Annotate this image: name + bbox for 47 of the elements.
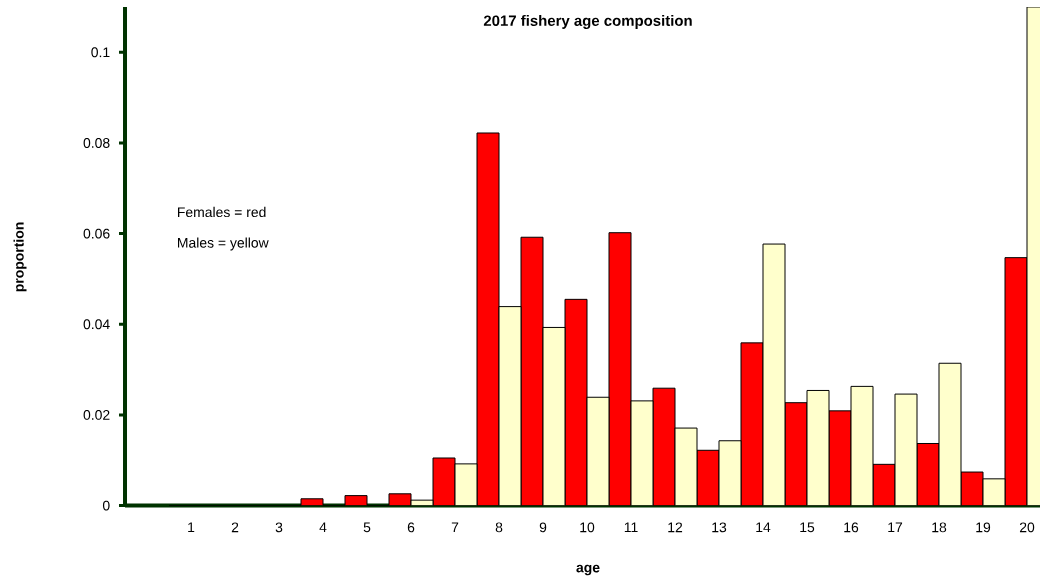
bar [586, 396, 610, 506]
x-tick-label: 20 [1019, 522, 1035, 533]
x-axis-title: age [576, 564, 600, 576]
x-tick-label: 9 [539, 522, 547, 533]
bar [652, 387, 676, 506]
y-tick-label: 0.02 [83, 409, 110, 420]
y-tick-label: 0.08 [83, 138, 110, 148]
bar [718, 440, 742, 506]
bar [806, 389, 830, 506]
annotation: Females = red [178, 206, 266, 218]
y-tick-label: 0.06 [83, 228, 110, 239]
x-tick-label: 19 [976, 522, 991, 533]
x-tick-label: 18 [932, 522, 947, 533]
bar [784, 402, 808, 506]
x-tick-label: 2 [231, 522, 239, 533]
bar [608, 232, 632, 506]
x-tick-label: 5 [363, 522, 371, 533]
x-tick-label: 13 [712, 522, 727, 533]
x-tick-label: 6 [407, 522, 415, 533]
text: 2017 fishery age composition [483, 14, 692, 29]
bar [850, 385, 874, 506]
x-tick-label: 11 [624, 522, 638, 533]
bar [542, 326, 566, 506]
x-tick-label: 8 [495, 522, 503, 533]
bar [762, 243, 786, 506]
x-tick-label: 4 [319, 522, 327, 533]
y-tick-label: 0.04 [83, 319, 110, 330]
bar [564, 298, 588, 506]
x-tick-label: 7 [451, 522, 459, 533]
x-tick-label: 15 [800, 522, 815, 533]
x-tick-label: 3 [275, 522, 283, 533]
x-tick-label: 10 [580, 522, 595, 533]
bar [894, 393, 918, 506]
y-tick-label: 0.1 [91, 47, 110, 58]
x-tick-label: 1 [188, 522, 195, 533]
bar [520, 236, 544, 506]
y-axis-title: proportion [13, 222, 27, 292]
x-tick-label: 12 [668, 522, 683, 533]
x-tick-label: 14 [756, 522, 771, 533]
bar [740, 342, 764, 506]
bar [476, 132, 500, 506]
annotation: Males = yellow [178, 237, 269, 251]
x-tick-label: 16 [844, 522, 859, 533]
x-tick-label: 17 [888, 522, 903, 533]
bar [938, 362, 962, 506]
bar [498, 306, 522, 506]
y-tick-label: 0 [102, 500, 110, 511]
